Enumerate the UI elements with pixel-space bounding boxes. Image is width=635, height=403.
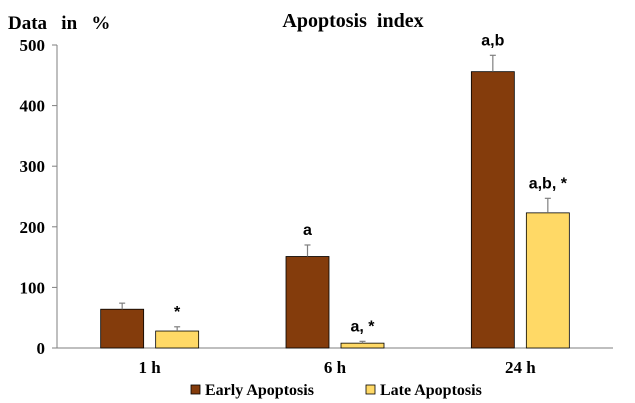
x-tick-label: 1 h — [139, 358, 162, 377]
bar — [525, 212, 570, 349]
legend-swatch — [365, 384, 376, 395]
y-tick-label: 500 — [20, 36, 46, 55]
data-annotation: a, * — [350, 318, 375, 335]
y-tick-label: 0 — [37, 339, 46, 358]
data-annotation: a,b — [481, 32, 504, 49]
legend-label: Early Apoptosis — [205, 382, 314, 399]
bar — [470, 71, 515, 349]
y-tick-label: 300 — [20, 157, 46, 176]
x-tick-label: 6 h — [324, 358, 347, 377]
x-axis: 1 h 6 h 24 h — [57, 347, 613, 377]
bars: a a,b * a, * a,b, * — [100, 32, 570, 349]
chart-title: Apoptosis index — [282, 10, 423, 32]
bar — [155, 330, 200, 349]
legend: Early Apoptosis Late Apoptosis — [190, 382, 482, 399]
y-axis-label: Data in % — [8, 13, 110, 34]
y-tick-label: 100 — [20, 278, 46, 297]
bar — [340, 342, 385, 349]
data-annotation: a,b, * — [529, 175, 568, 192]
data-annotation: * — [174, 304, 181, 321]
legend-label: Late Apoptosis — [380, 382, 482, 399]
y-axis: 0 100 200 300 400 500 — [20, 36, 58, 358]
bar — [100, 308, 145, 349]
bar — [285, 256, 330, 349]
y-tick-label: 400 — [20, 97, 46, 116]
data-annotation: a — [303, 222, 312, 239]
x-tick-label: 24 h — [505, 358, 536, 377]
y-tick-label: 200 — [20, 218, 46, 237]
legend-swatch — [190, 384, 201, 395]
